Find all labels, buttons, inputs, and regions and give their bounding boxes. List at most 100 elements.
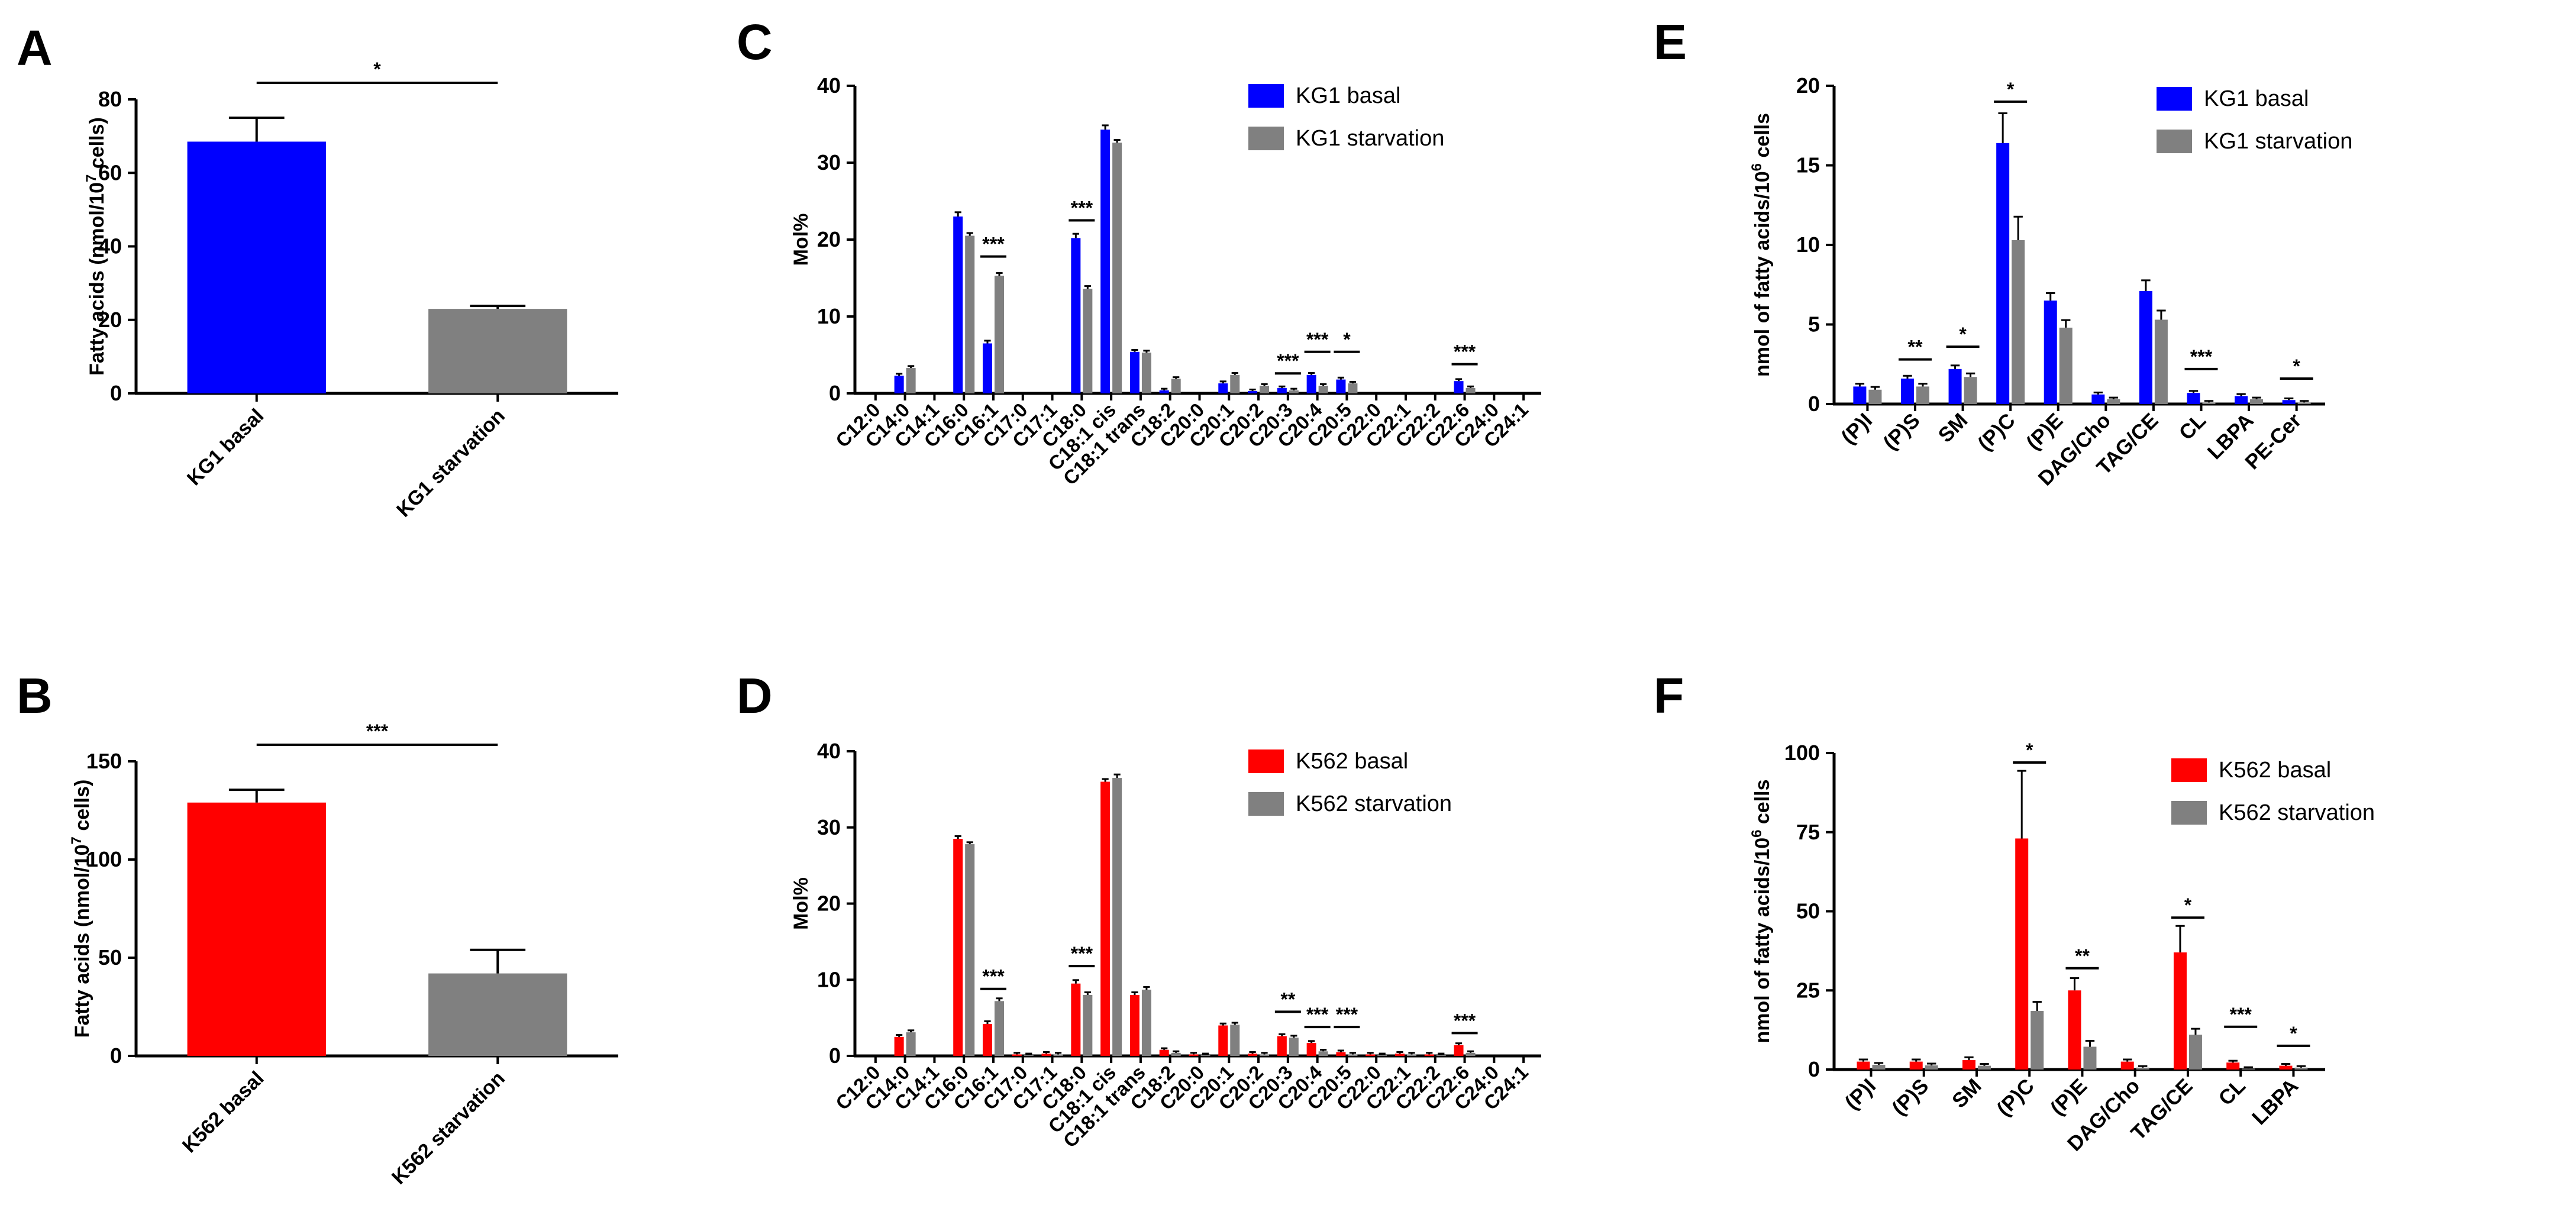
bar-kg1-basal — [1306, 374, 1316, 393]
bar-k562-starvation — [2031, 1011, 2044, 1070]
significance-label: *** — [1071, 198, 1093, 219]
y-tick-label: 60 — [98, 160, 122, 185]
bar-k562-starvation — [1141, 989, 1151, 1056]
bar-k562-basal — [1306, 1043, 1316, 1056]
bar-kg1-starvation — [1171, 379, 1181, 393]
bar-k562-starvation — [906, 1032, 916, 1056]
bar-kg1-starvation — [1112, 143, 1122, 393]
y-tick-label: 20 — [817, 227, 841, 251]
legend-label: K562 starvation — [2219, 800, 2375, 825]
bar-k562-basal — [1012, 1054, 1022, 1056]
bar-kg1-starvation — [2250, 399, 2264, 404]
bar-kg1-basal — [1218, 383, 1228, 393]
bar-kg1-basal — [953, 217, 963, 393]
legend-label: K562 basal — [2219, 758, 2331, 783]
bar-kg1-basal — [982, 343, 992, 393]
bar-kg1-basal — [1071, 238, 1081, 393]
bar-k562-starvation — [1112, 778, 1122, 1056]
legend-label: K562 starvation — [1296, 791, 1452, 816]
bar-k562-starvation — [1977, 1065, 1991, 1070]
bar-k562-basal — [2279, 1065, 2293, 1070]
bar-kg1-starvation — [1141, 353, 1151, 393]
y-tick-label: 10 — [817, 304, 841, 328]
significance-label: * — [2026, 739, 2033, 761]
y-axis-title: Mol% — [790, 214, 812, 266]
legend: K562 basal K562 starvation — [1248, 749, 1452, 816]
bar-k562-starvation — [1200, 1055, 1210, 1056]
bar-k562-starvation — [994, 1001, 1004, 1056]
bar-k562-basal — [1189, 1054, 1199, 1056]
panel-letter: C — [737, 14, 773, 70]
bar-kg1-basal — [1159, 390, 1169, 393]
significance-label: ** — [1908, 337, 1923, 358]
bar-k562-basal — [2173, 952, 2187, 1070]
significance-label: *** — [1071, 943, 1093, 964]
legend: KG1 basal KG1 starvation — [2157, 86, 2352, 154]
y-axis-title: Mol% — [790, 877, 812, 930]
bar-starvation — [428, 309, 567, 393]
bar-k562-basal — [1071, 983, 1081, 1056]
bar-kg1-starvation — [1083, 289, 1093, 393]
significance-label: * — [1959, 324, 1967, 345]
bar-kg1-starvation — [1916, 386, 1929, 404]
bar-kg1-starvation — [2059, 327, 2073, 404]
legend: K562 basal K562 starvation — [2171, 758, 2375, 825]
bar-k562-basal — [1454, 1045, 1464, 1056]
y-tick-label: 50 — [1796, 899, 1820, 923]
significance-label: *** — [2190, 346, 2213, 367]
y-tick-label: 20 — [817, 891, 841, 916]
bar-kg1-starvation — [1289, 390, 1299, 393]
bar-kg1-basal — [1900, 378, 1914, 404]
bar-k562-basal — [1424, 1054, 1434, 1056]
bar-k562-starvation — [1925, 1065, 1938, 1070]
bar-k562-basal — [953, 839, 963, 1056]
significance-label: *** — [982, 966, 1005, 987]
bar-k562-basal — [1857, 1061, 1870, 1070]
significance-label: *** — [1306, 329, 1329, 350]
bar-kg1-basal — [2139, 291, 2152, 404]
y-tick-label: 150 — [86, 749, 122, 773]
bar-kg1-basal — [1248, 391, 1258, 393]
bar-k562-basal — [1159, 1049, 1169, 1056]
panel-letter: A — [17, 20, 53, 76]
significance-label: *** — [1306, 1004, 1329, 1025]
y-tick-label: 40 — [817, 739, 841, 763]
legend-swatch — [2157, 130, 2192, 153]
bar-k562-starvation — [1053, 1054, 1063, 1056]
y-tick-label: 0 — [1808, 1057, 1820, 1081]
bar-kg1-basal — [894, 376, 904, 393]
bar-kg1-starvation — [2107, 399, 2120, 404]
legend-swatch — [2157, 87, 2192, 111]
bar-k562-starvation — [2083, 1046, 2097, 1070]
bar-kg1-basal — [1996, 143, 2010, 404]
bar-k562-starvation — [1083, 995, 1093, 1056]
y-tick-label: 30 — [817, 150, 841, 175]
bar-k562-starvation — [1436, 1055, 1446, 1056]
significance-label: ** — [1280, 988, 1295, 1010]
bar-k562-basal — [1041, 1054, 1051, 1056]
legend-label: KG1 starvation — [1296, 126, 1444, 151]
legend-swatch — [2171, 758, 2207, 782]
bar-kg1-basal — [1129, 351, 1139, 393]
bar-k562-starvation — [2136, 1067, 2149, 1070]
y-tick-label: 50 — [98, 945, 122, 970]
bar-kg1-basal — [1853, 386, 1867, 404]
legend-swatch — [2171, 801, 2207, 825]
bar-kg1-starvation — [965, 235, 975, 393]
bar-k562-basal — [1277, 1036, 1287, 1056]
bar-kg1-starvation — [1260, 386, 1270, 393]
bar-kg1-basal — [2235, 396, 2248, 404]
legend-swatch — [1248, 84, 1284, 108]
bar-k562-basal — [1218, 1025, 1228, 1056]
bar-k562-starvation — [1230, 1025, 1240, 1056]
bar-kg1-basal — [1336, 379, 1346, 393]
bar-k562-basal — [2120, 1061, 2134, 1070]
significance-label: ** — [2075, 945, 2090, 967]
y-axis-title: Fatty acids (nmol/107 cells) — [69, 780, 94, 1038]
bar-k562-basal — [2068, 990, 2081, 1070]
bar-basal — [187, 141, 326, 393]
bar-starvation — [428, 973, 567, 1056]
y-tick-label: 100 — [1784, 741, 1820, 765]
bar-k562-starvation — [2242, 1068, 2255, 1070]
bar-kg1-starvation — [1868, 389, 1882, 404]
